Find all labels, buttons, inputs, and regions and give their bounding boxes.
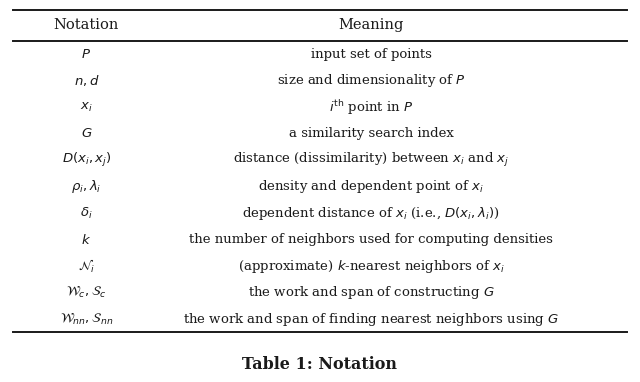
Text: $P$: $P$ [81,48,92,61]
Text: the work and span of finding nearest neighbors using $G$: the work and span of finding nearest nei… [183,311,559,328]
Text: Table 1: Notation: Table 1: Notation [243,356,397,373]
Text: Meaning: Meaning [339,18,404,32]
Text: $D(x_i, x_j)$: $D(x_i, x_j)$ [61,151,111,169]
Text: the number of neighbors used for computing densities: the number of neighbors used for computi… [189,233,553,246]
Text: dependent distance of $x_i$ (i.e., $D(x_i, \lambda_i)$): dependent distance of $x_i$ (i.e., $D(x_… [243,205,500,222]
Text: the work and span of constructing $G$: the work and span of constructing $G$ [248,284,495,301]
Text: $\mathcal{W}_{nn}, \mathcal{S}_{nn}$: $\mathcal{W}_{nn}, \mathcal{S}_{nn}$ [60,312,113,327]
Text: a similarity search index: a similarity search index [289,127,454,140]
Text: input set of points: input set of points [311,48,431,61]
Text: $\mathcal{N}_i$: $\mathcal{N}_i$ [77,257,95,275]
Text: $k$: $k$ [81,233,92,247]
Text: $G$: $G$ [81,127,92,140]
Text: Notation: Notation [54,18,119,32]
Text: $n, d$: $n, d$ [74,73,99,88]
Text: $\delta_i$: $\delta_i$ [80,206,93,221]
Text: $x_i$: $x_i$ [80,100,93,114]
Text: (approximate) $k$-nearest neighbors of $x_i$: (approximate) $k$-nearest neighbors of $… [237,257,505,275]
Text: $\mathcal{W}_c, \mathcal{S}_c$: $\mathcal{W}_c, \mathcal{S}_c$ [66,285,107,300]
Text: $\rho_i, \lambda_i$: $\rho_i, \lambda_i$ [71,178,102,195]
Text: size and dimensionality of $P$: size and dimensionality of $P$ [276,72,466,89]
Text: distance (dissimilarity) between $x_i$ and $x_j$: distance (dissimilarity) between $x_i$ a… [233,151,509,169]
Text: density and dependent point of $x_i$: density and dependent point of $x_i$ [259,178,484,195]
Text: $i^{\mathrm{th}}$ point in $P$: $i^{\mathrm{th}}$ point in $P$ [329,98,413,117]
